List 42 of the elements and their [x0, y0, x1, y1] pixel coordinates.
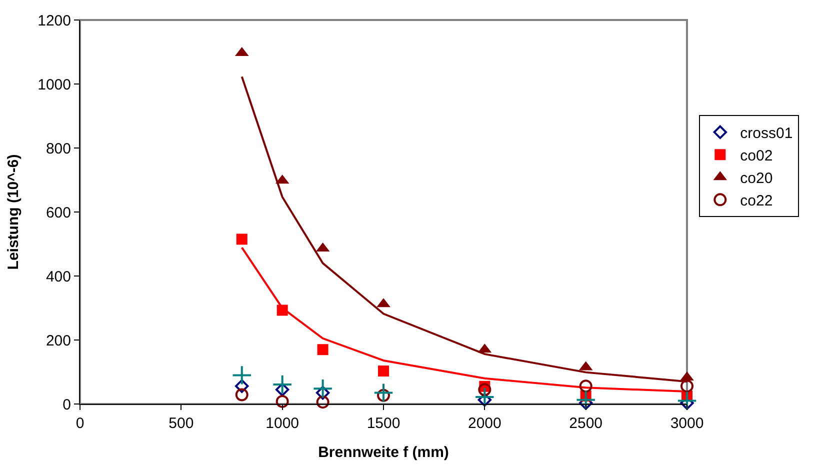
x-axis-title: Brennweite f (mm)	[318, 444, 449, 461]
y-tick-label: 1200	[38, 12, 71, 30]
point	[272, 374, 292, 395]
y-tick-label: 1000	[38, 76, 71, 94]
point	[276, 304, 288, 316]
point	[275, 382, 290, 396]
point	[676, 390, 698, 411]
x-tick-label: 0	[76, 415, 84, 432]
legend-label: cross01	[740, 125, 793, 142]
x-tick-label: 2000	[468, 415, 502, 432]
point	[316, 396, 330, 409]
legend-label: co22	[740, 192, 773, 210]
point	[236, 234, 248, 245]
point	[276, 394, 289, 408]
x-tick-label: 1000	[266, 415, 300, 432]
y-tick-label: 400	[46, 268, 71, 286]
point	[312, 378, 333, 399]
y-tick-label: 800	[46, 140, 71, 158]
point	[478, 392, 492, 407]
x-tick-label: 500	[168, 415, 194, 432]
x-tick-label: 1500	[366, 415, 400, 432]
point	[378, 366, 389, 377]
legend-label: co02	[740, 148, 773, 165]
point	[235, 388, 248, 402]
point	[474, 386, 495, 408]
point	[317, 344, 328, 356]
y-tick-label: 200	[46, 332, 71, 350]
point	[373, 382, 394, 403]
point	[232, 365, 252, 386]
point	[478, 383, 492, 396]
x-tick-label: 2500	[569, 415, 603, 432]
point	[576, 390, 596, 410]
point	[377, 388, 390, 402]
point	[579, 380, 592, 393]
y-tick-label: 600	[46, 204, 71, 222]
point	[235, 379, 249, 393]
y-tick-label: 0	[62, 396, 71, 414]
x-tick-label: 3000	[670, 415, 704, 432]
legend-label: co20	[740, 170, 773, 188]
point	[680, 380, 694, 393]
y-axis-title: Leistung (10^-6)	[4, 154, 22, 270]
point	[316, 386, 330, 400]
